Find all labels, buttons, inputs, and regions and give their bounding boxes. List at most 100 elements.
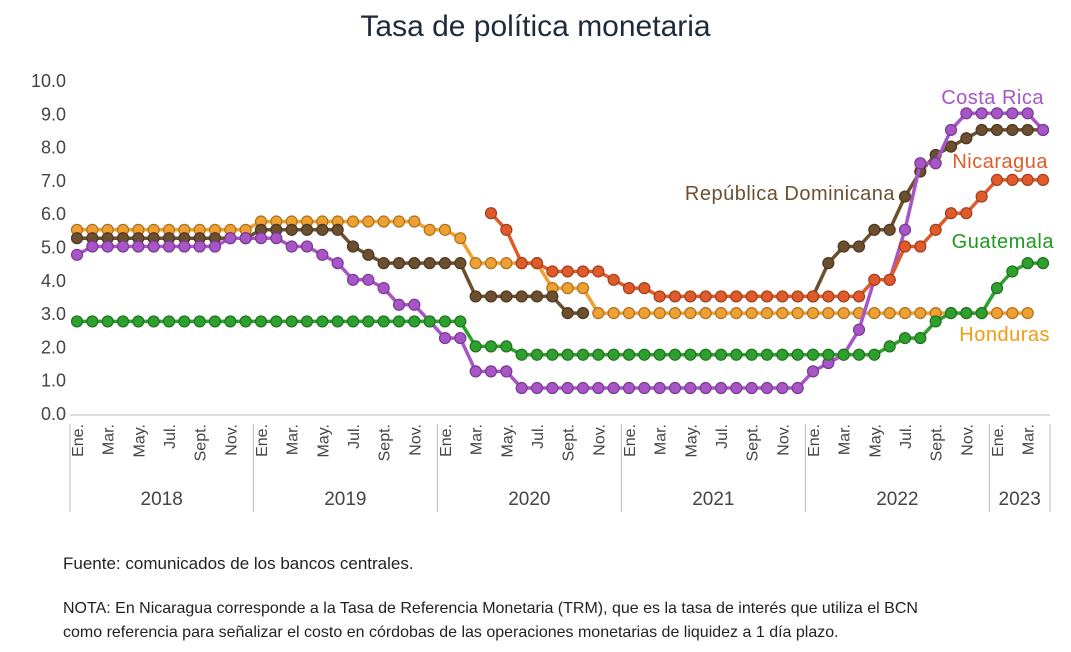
data-point [914,331,927,345]
data-point [852,323,866,336]
data-point [822,290,835,303]
data-point [975,123,988,137]
data-point [638,282,651,295]
data-point [101,315,114,328]
data-point [254,232,268,245]
data-point [515,348,528,361]
series-line [77,228,583,315]
data-point [208,240,222,253]
data-point [883,223,896,236]
x-tick-label: May. [131,424,148,457]
x-tick-label: Sept. [561,424,578,461]
data-point [239,232,252,245]
data-point [1006,123,1019,137]
series-label-costa-rica: Costa Rica [941,87,1044,109]
x-tick-label: Ene. [438,424,455,457]
data-point [745,290,758,303]
data-point [822,307,835,320]
footnote-line-2: como referencia para señalizar el costo … [63,624,839,641]
data-point [408,298,421,311]
x-tick-label: May. [499,424,516,457]
data-point [852,290,866,303]
data-point [822,348,835,361]
data-point [1021,123,1034,137]
data-point [668,381,682,395]
x-tick-label: Sept. [377,424,394,461]
data-point [484,207,498,220]
data-point [500,365,513,378]
data-point [944,307,958,320]
series-line [76,111,1045,390]
data-point [331,315,344,328]
footnote-line-1: NOTA: En Nicaragua corresponde a la Tasa… [63,600,918,617]
data-point [776,290,789,303]
data-point [868,223,881,236]
x-tick-label: Mar. [101,424,118,455]
data-point [883,273,896,286]
data-point [515,257,528,270]
data-point [653,381,666,395]
data-point [868,348,881,361]
data-point [469,340,482,353]
data-point [684,290,697,303]
data-point [668,348,682,361]
data-point [576,307,590,320]
data-point [454,257,467,270]
x-tick-label: Jul. [530,424,547,449]
data-point [990,307,1004,320]
data-point [438,331,452,345]
data-point [638,307,651,320]
data-point [699,290,712,303]
data-point [239,315,252,328]
data-point [960,307,973,320]
data-point [837,240,850,253]
data-point [346,215,360,228]
data-point [1021,107,1034,120]
data-point [530,290,544,303]
series-label-rep-blica-dominicana: República Dominicana [685,183,895,205]
data-point [224,315,237,328]
data-point [883,307,896,320]
data-point [791,348,804,361]
data-point [132,315,145,328]
data-point [101,240,114,253]
year-label: 2019 [324,489,366,510]
data-point [346,273,360,286]
data-point [515,381,528,395]
data-point [561,282,574,295]
x-tick-label: Nov. [407,424,424,456]
data-point [162,240,176,253]
data-point [438,257,452,270]
x-tick-label: Mar. [653,424,670,455]
y-tick-label: 0.0 [41,404,66,424]
data-point [1021,257,1034,270]
data-point [699,307,712,320]
x-tick-label: Ene. [254,424,271,457]
data-point [760,307,774,320]
data-point [1036,173,1050,186]
data-point [944,123,958,137]
data-point [331,223,344,236]
data-point [852,348,866,361]
x-tick-label: Ene. [806,424,823,457]
data-point [929,315,942,328]
data-point [454,331,467,345]
data-point [500,257,513,270]
data-point [638,348,651,361]
data-point [500,290,513,303]
data-point [806,348,820,361]
data-point [592,348,605,361]
data-point [990,282,1004,295]
data-point [1021,173,1034,186]
y-tick-label: 3.0 [41,304,66,324]
series-line [77,261,1043,357]
y-tick-label: 5.0 [41,238,66,258]
data-point [285,315,298,328]
data-point [944,207,958,220]
data-point [975,190,988,203]
data-point [806,365,820,378]
data-point [515,290,528,303]
data-point [86,240,99,253]
data-point [1021,307,1034,320]
data-point [714,307,728,320]
